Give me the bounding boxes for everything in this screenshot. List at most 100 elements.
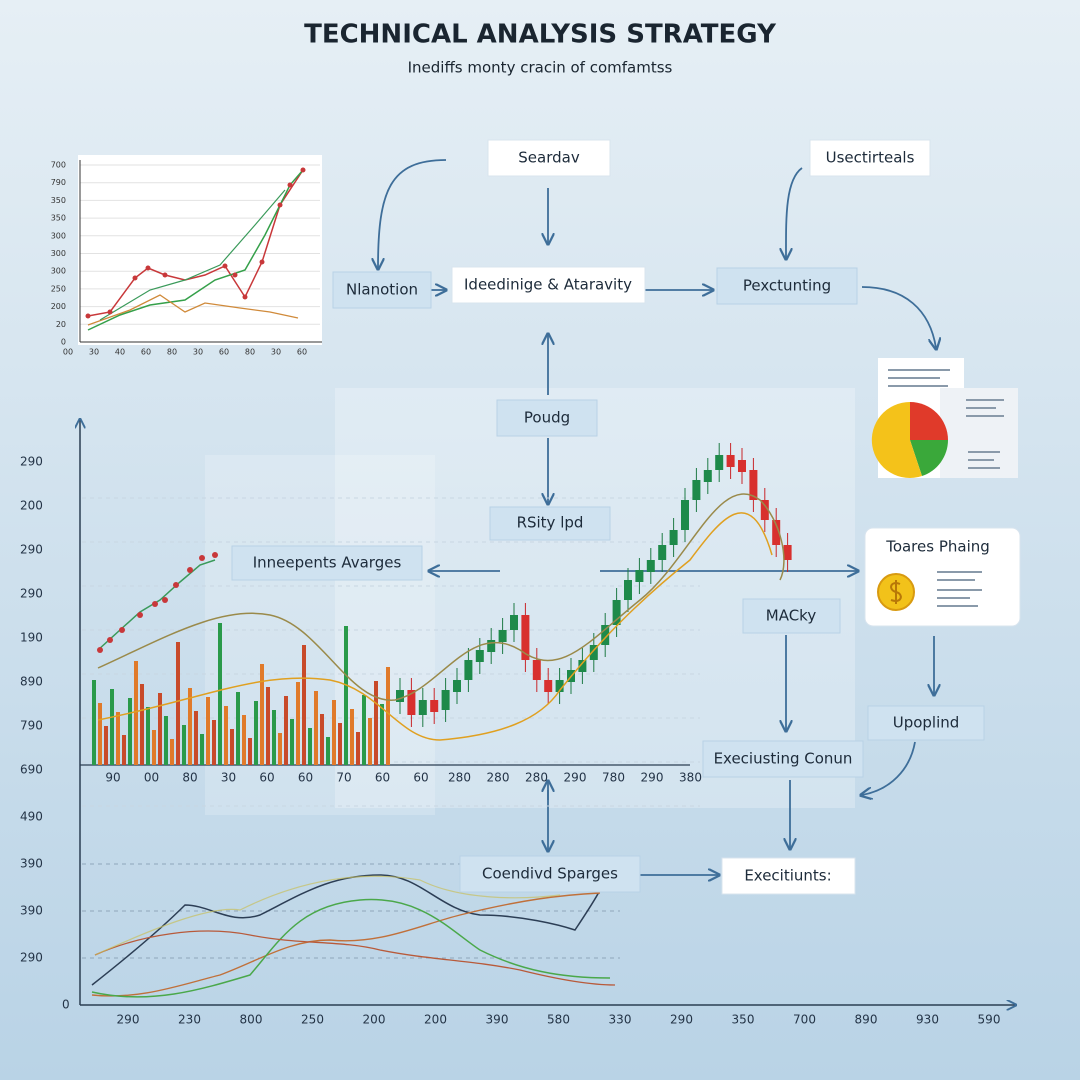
coin-symbol [890, 580, 902, 604]
volume-bar [344, 626, 348, 765]
candle [521, 615, 530, 660]
volume-bar [116, 712, 120, 765]
x-tick-label: 380 [679, 771, 702, 785]
y-tick-label: 300 [51, 231, 66, 240]
volume-bar [152, 730, 156, 765]
x-tick-label: 60 [297, 348, 307, 357]
volume-bar [320, 714, 324, 765]
volume-bar [122, 735, 126, 765]
candle [544, 680, 553, 692]
dot [119, 627, 125, 633]
y-tick-label: 300 [51, 267, 66, 276]
candle [646, 560, 655, 572]
node-label: Coendivd Sparges [482, 865, 618, 883]
dot [152, 601, 158, 607]
dot [137, 612, 143, 618]
dot [132, 275, 138, 281]
node [459, 855, 641, 893]
candle [760, 500, 769, 520]
volume-bar [284, 696, 288, 765]
y-tick-label: 290 [20, 587, 43, 601]
y-tick-label: 350 [51, 196, 66, 205]
x-tick-label: 00 [63, 348, 73, 357]
x-tick-label: 800 [240, 1013, 263, 1027]
dot [107, 637, 113, 643]
dot [187, 567, 193, 573]
dot [287, 182, 293, 188]
volume-bar [380, 704, 384, 765]
node [332, 271, 432, 309]
y-tick-label: 290 [20, 951, 43, 965]
dot [145, 265, 151, 271]
y-tick-label: 390 [20, 904, 43, 918]
line [87, 294, 299, 326]
volume-bar [302, 645, 306, 765]
candle [612, 600, 621, 625]
x-tick-label: 00 [144, 771, 159, 785]
candle [715, 455, 724, 470]
pie-slice [910, 440, 948, 476]
y-tick-label: 390 [20, 857, 43, 871]
candle [738, 460, 746, 472]
candle [407, 690, 416, 715]
x-tick-label: 60 [298, 771, 313, 785]
volume-bar [314, 691, 318, 765]
candle [783, 545, 792, 560]
node [716, 267, 858, 305]
x-tick-label: 330 [609, 1013, 632, 1027]
text-lines [888, 369, 1004, 469]
y-tick-label: 0 [62, 998, 70, 1012]
candle [772, 520, 781, 545]
volume-bar [206, 697, 210, 765]
title: TECHNICAL ANALYSIS STRATEGY [304, 20, 777, 50]
node-label: Poudg [524, 409, 570, 427]
candle [532, 660, 541, 680]
x-tick-label: 70 [336, 771, 351, 785]
dots [97, 552, 218, 653]
volume-bar [176, 642, 180, 765]
y-tick-label: 290 [20, 543, 43, 557]
volume-bar [278, 733, 282, 765]
volume-bar [290, 719, 294, 765]
line [97, 493, 785, 701]
node-label: Nlanotion [346, 281, 418, 299]
volume-bar [236, 692, 240, 765]
volume-bar [254, 701, 258, 765]
panel [335, 388, 855, 808]
candle [430, 700, 439, 712]
volume-bar [170, 739, 174, 765]
candle [396, 690, 404, 702]
volume-bar [92, 680, 96, 765]
x-tick-label: 80 [182, 771, 197, 785]
arrow [786, 167, 803, 258]
x-tick-label: 700 [793, 1013, 816, 1027]
dot [173, 582, 179, 588]
y-tick-label: 490 [20, 810, 43, 824]
volume-bar [362, 695, 366, 765]
pie-slice [871, 401, 922, 478]
node [231, 545, 423, 581]
line [91, 898, 611, 998]
x-tick-label: 30 [271, 348, 281, 357]
candle [589, 645, 598, 660]
x-tick-label: 90 [105, 771, 120, 785]
candle [726, 455, 735, 467]
y-tick-label: 690 [20, 763, 43, 777]
dot [277, 202, 283, 208]
volume-bar [188, 688, 192, 765]
x-tick-label: 30 [193, 348, 203, 357]
x-tick-label: 60 [219, 348, 229, 357]
arrow [862, 741, 916, 795]
volume-bar [212, 720, 216, 765]
y-tick-label: 350 [51, 214, 66, 223]
volume-bar [350, 709, 354, 765]
candle [498, 630, 507, 642]
dots [85, 167, 306, 319]
x-tick-label: 40 [115, 348, 125, 357]
x-tick-label: 890 [855, 1013, 878, 1027]
line [87, 169, 304, 331]
y-tick-label: 300 [51, 249, 66, 258]
candle [601, 625, 610, 645]
volume-bar [98, 703, 102, 765]
